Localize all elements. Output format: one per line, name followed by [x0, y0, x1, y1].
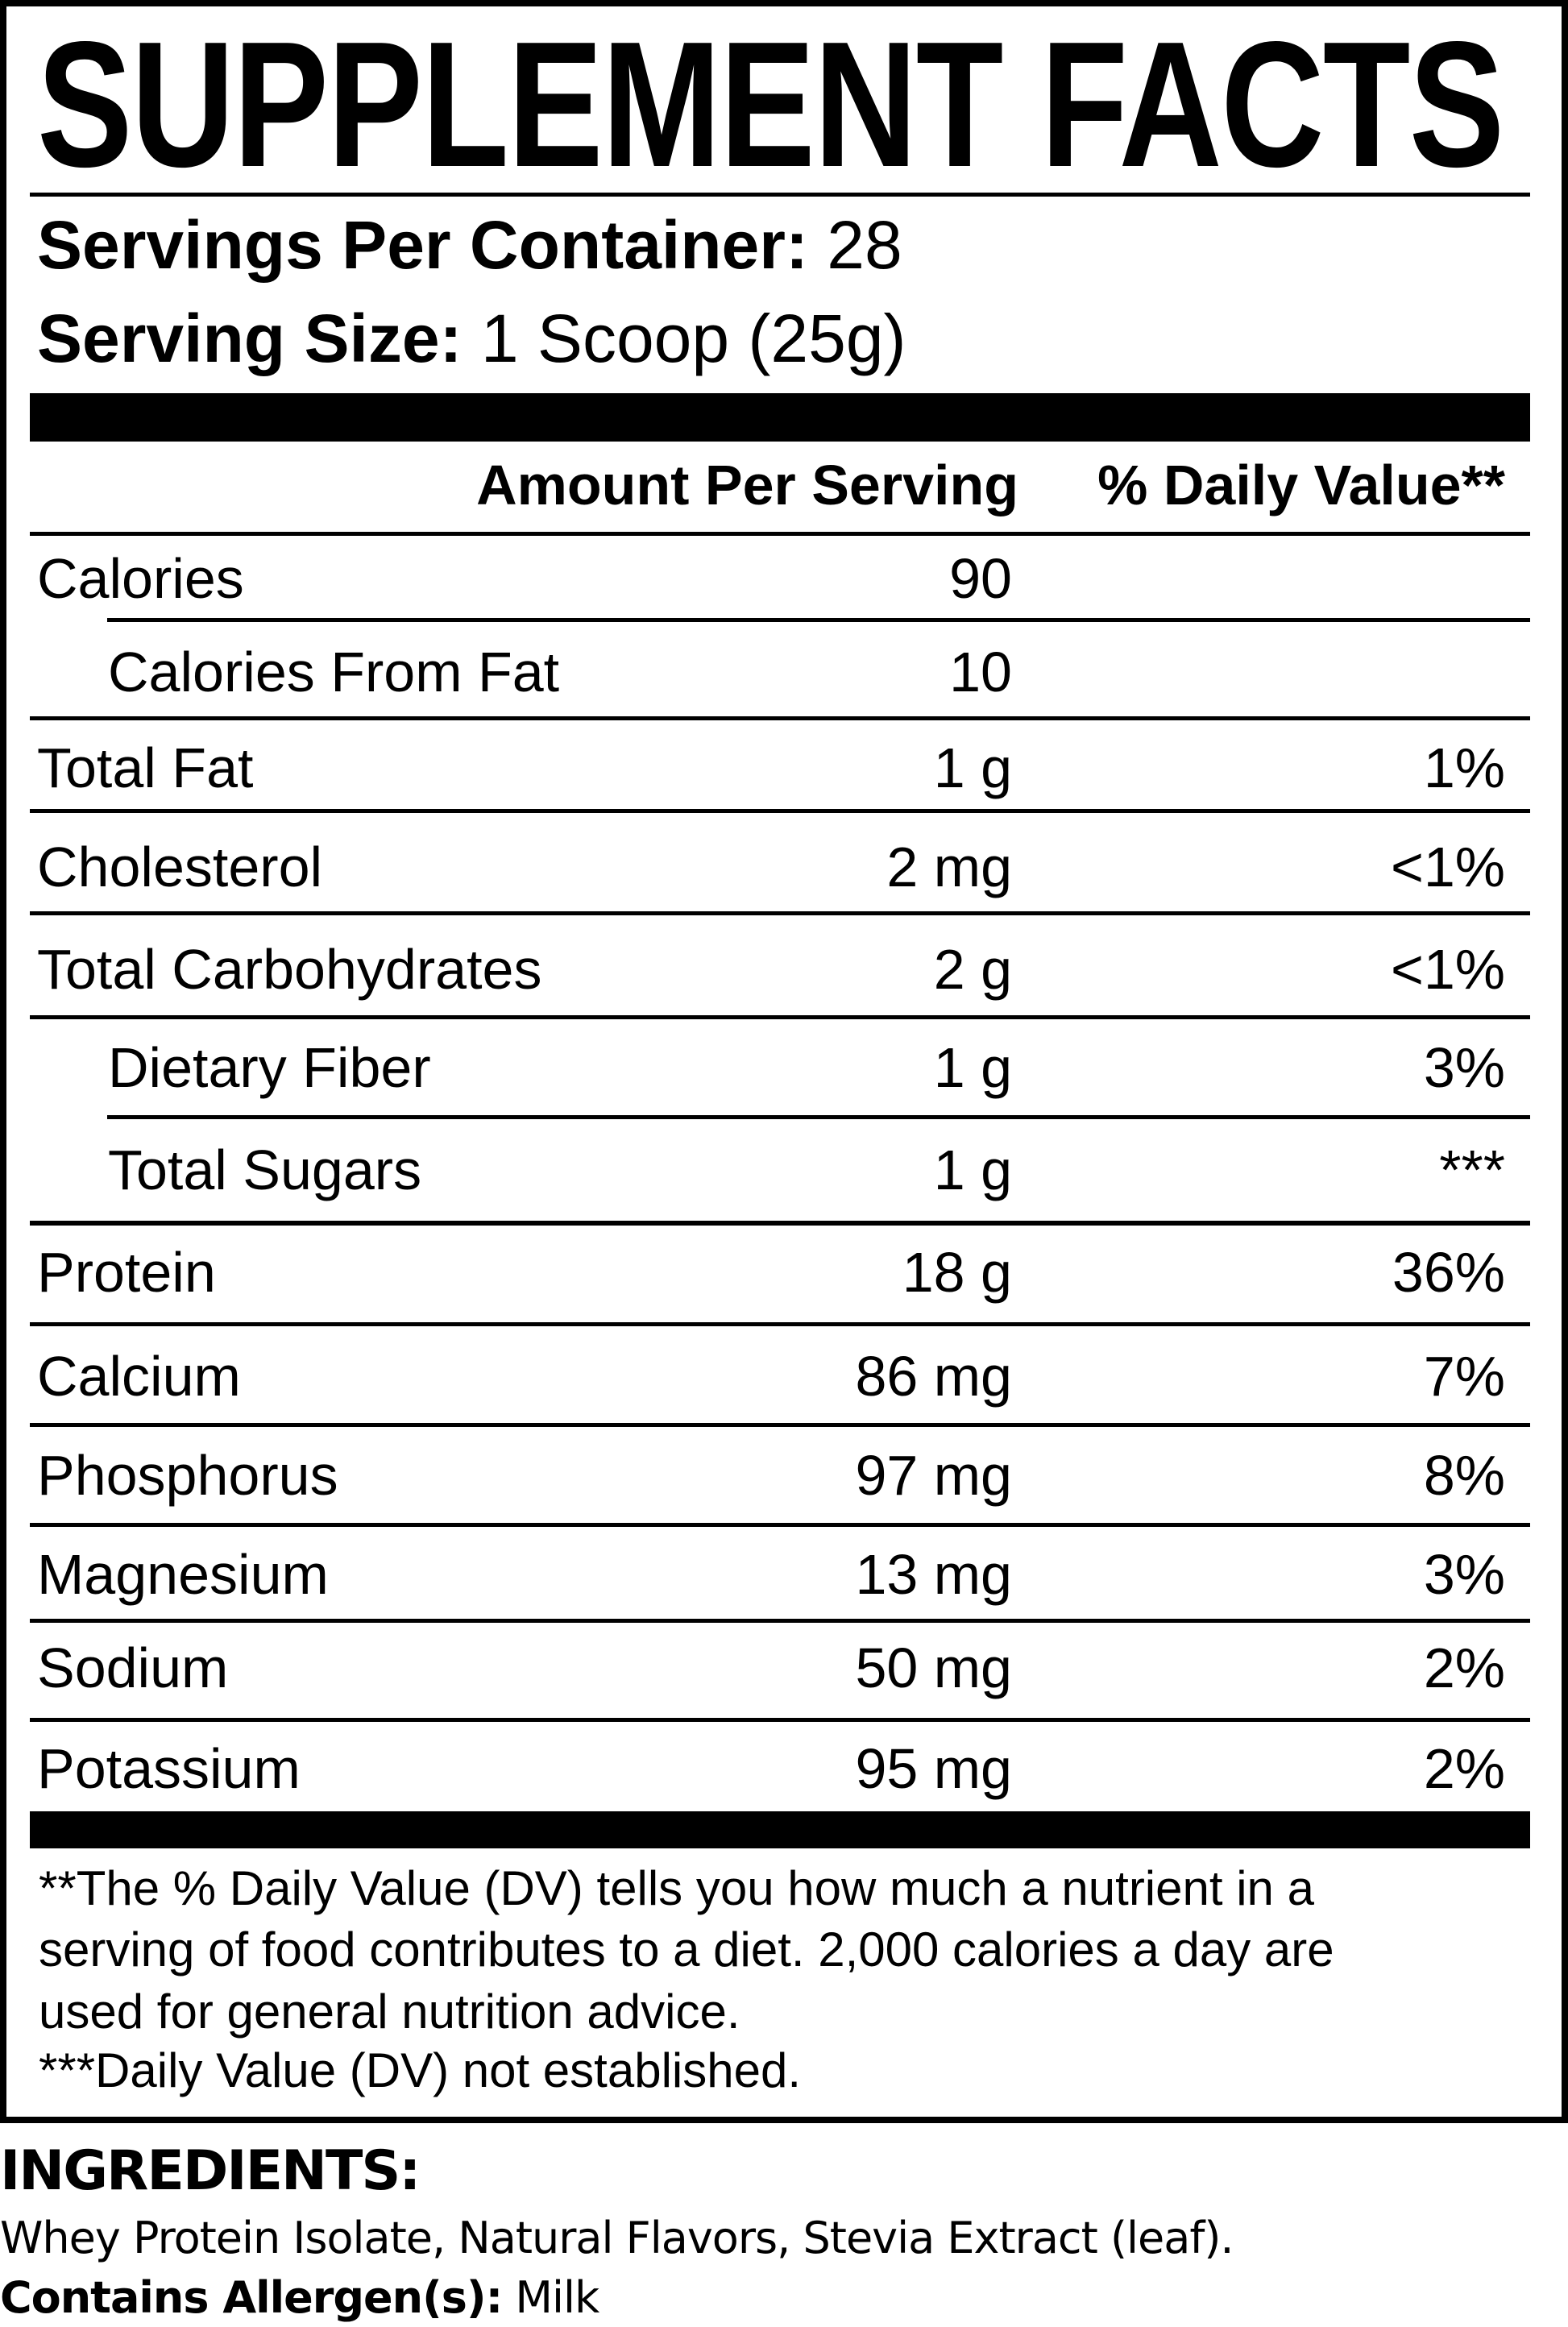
- nutrient-amount: 86 mg: [855, 1345, 1012, 1408]
- footnote-line: serving of food contributes to a diet. 2…: [39, 1923, 1334, 1976]
- row-magnesium: Magnesium 13 mg 3%: [0, 1538, 1568, 1611]
- panel-title: SUPPLEMENT FACTS: [37, 5, 1504, 205]
- footnote-line: used for general nutrition advice.: [39, 1985, 740, 2039]
- nutrient-amount: 1 g: [933, 1036, 1012, 1099]
- footnote-line: **The % Daily Value (DV) tells you how m…: [39, 1861, 1314, 1915]
- row-protein: Protein 18 g 36%: [0, 1236, 1568, 1309]
- servings-label: Servings Per Container:: [37, 207, 808, 283]
- nutrient-name: Dietary Fiber: [108, 1036, 431, 1099]
- divider: [30, 1523, 1530, 1527]
- nutrient-dv: ***: [1439, 1139, 1505, 1201]
- divider: [30, 1423, 1530, 1427]
- serving-size-value: 1 Scoop (25g): [480, 301, 906, 376]
- nutrient-name: Total Fat: [37, 736, 254, 799]
- servings-value: 28: [827, 207, 902, 283]
- nutrient-name: Phosphorus: [37, 1444, 338, 1507]
- row-calories: Calories 90: [0, 542, 1568, 615]
- row-calories-from-fat: Calories From Fat 10: [0, 636, 1568, 708]
- nutrient-amount: 10: [949, 641, 1012, 703]
- ingredients-heading: INGREDIENTS:: [0, 2139, 421, 2203]
- nutrient-amount: 2 g: [933, 938, 1012, 1001]
- divider: [30, 716, 1530, 720]
- nutrient-amount: 97 mg: [855, 1444, 1012, 1507]
- row-total-carbohydrates: Total Carbohydrates 2 g <1%: [0, 933, 1568, 1006]
- divider: [30, 532, 1530, 536]
- divider: [107, 618, 1530, 622]
- ingredients-text: Whey Protein Isolate, Natural Flavors, S…: [0, 2213, 1234, 2263]
- thick-bar: [30, 393, 1530, 442]
- allergen-label: Contains Allergen(s):: [0, 2272, 503, 2323]
- row-cholesterol: Cholesterol 2 mg <1%: [0, 831, 1568, 903]
- nutrient-dv: 2%: [1423, 1737, 1505, 1800]
- supplement-facts-panel: [0, 0, 1568, 2123]
- row-total-sugars: Total Sugars 1 g ***: [0, 1134, 1568, 1206]
- nutrient-dv: 1%: [1423, 736, 1505, 799]
- nutrient-amount: 50 mg: [855, 1636, 1012, 1699]
- nutrient-amount: 1 g: [933, 1139, 1012, 1201]
- row-phosphorus: Phosphorus 97 mg 8%: [0, 1439, 1568, 1512]
- nutrient-dv: <1%: [1390, 836, 1505, 898]
- divider: [107, 1115, 1530, 1119]
- row-total-fat: Total Fat 1 g 1%: [0, 732, 1568, 804]
- nutrient-dv: 8%: [1423, 1444, 1505, 1507]
- divider: [30, 911, 1530, 915]
- nutrient-amount: 18 g: [902, 1241, 1012, 1304]
- divider: [30, 1322, 1530, 1326]
- nutrient-dv: <1%: [1390, 938, 1505, 1001]
- nutrient-amount: 90: [949, 547, 1012, 610]
- nutrient-name: Calcium: [37, 1345, 241, 1408]
- divider: [30, 193, 1530, 197]
- nutrient-name: Calories: [37, 547, 244, 610]
- nutrient-name: Magnesium: [37, 1543, 329, 1606]
- serving-size: Serving Size: 1 Scoop (25g): [37, 298, 906, 379]
- allergen-line: Contains Allergen(s): Milk: [0, 2269, 599, 2327]
- divider: [30, 809, 1530, 813]
- nutrient-amount: 2 mg: [886, 836, 1012, 898]
- nutrient-name: Total Carbohydrates: [37, 938, 542, 1001]
- servings-per-container: Servings Per Container: 28: [37, 205, 902, 285]
- nutrient-name: Total Sugars: [108, 1139, 422, 1201]
- amount-header: Amount Per Serving: [476, 454, 1018, 516]
- nutrient-dv: 3%: [1423, 1543, 1505, 1606]
- nutrient-name: Potassium: [37, 1737, 301, 1800]
- nutrient-amount: 95 mg: [855, 1737, 1012, 1800]
- divider: [30, 1221, 1530, 1226]
- row-sodium: Sodium 50 mg 2%: [0, 1632, 1568, 1704]
- allergen-value: Milk: [515, 2272, 599, 2323]
- divider: [30, 1619, 1530, 1623]
- nutrient-name: Cholesterol: [37, 836, 323, 898]
- nutrient-dv: 2%: [1423, 1636, 1505, 1699]
- nutrient-amount: 1 g: [933, 736, 1012, 799]
- nutrient-dv: 7%: [1423, 1345, 1505, 1408]
- row-potassium: Potassium 95 mg 2%: [0, 1732, 1568, 1805]
- divider: [30, 1718, 1530, 1722]
- divider: [30, 1015, 1530, 1019]
- nutrient-name: Protein: [37, 1241, 216, 1304]
- nutrient-name: Sodium: [37, 1636, 229, 1699]
- daily-value-header: % Daily Value**: [1097, 454, 1505, 516]
- serving-size-label: Serving Size:: [37, 301, 463, 376]
- nutrient-dv: 36%: [1392, 1241, 1505, 1304]
- nutrient-dv: 3%: [1423, 1036, 1505, 1099]
- nutrient-name: Calories From Fat: [108, 641, 560, 703]
- row-calcium: Calcium 86 mg 7%: [0, 1340, 1568, 1412]
- footnote-line: ***Daily Value (DV) not established.: [39, 2043, 802, 2097]
- row-dietary-fiber: Dietary Fiber 1 g 3%: [0, 1031, 1568, 1104]
- nutrient-amount: 13 mg: [855, 1543, 1012, 1606]
- thick-bar: [30, 1811, 1530, 1848]
